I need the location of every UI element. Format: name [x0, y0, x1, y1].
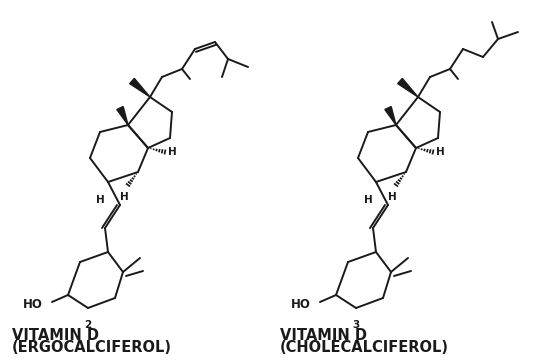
Text: HO: HO: [23, 297, 43, 310]
Text: H: H: [95, 195, 104, 205]
Text: VITAMIN D: VITAMIN D: [12, 328, 99, 342]
Text: 2: 2: [84, 320, 91, 330]
Text: 3: 3: [352, 320, 359, 330]
Text: H: H: [119, 192, 128, 202]
Text: HO: HO: [291, 297, 311, 310]
Text: (CHOLECALCIFEROL): (CHOLECALCIFEROL): [280, 341, 449, 356]
Polygon shape: [398, 78, 418, 97]
Text: H: H: [168, 147, 177, 157]
Text: H: H: [387, 192, 397, 202]
Text: H: H: [436, 147, 445, 157]
Text: H: H: [364, 195, 373, 205]
Text: VITAMIN D: VITAMIN D: [280, 328, 367, 342]
Polygon shape: [385, 107, 396, 125]
Text: (ERGOCALCIFEROL): (ERGOCALCIFEROL): [12, 341, 172, 356]
Polygon shape: [130, 78, 150, 97]
Polygon shape: [117, 107, 128, 125]
